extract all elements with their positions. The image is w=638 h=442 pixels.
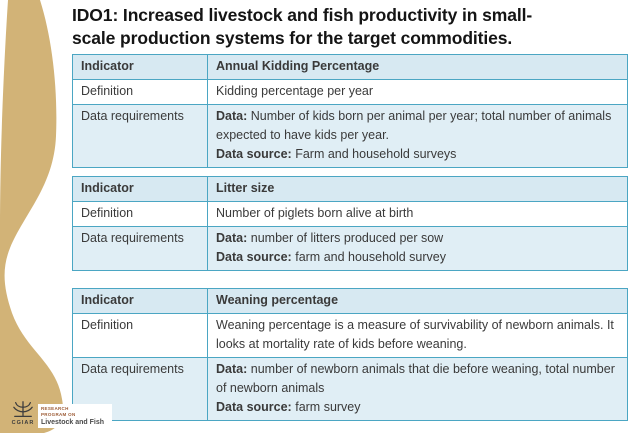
definition-value: Number of piglets born alive at birth [207,201,628,227]
requirements-label: Data requirements [72,226,208,271]
indicator-label: Indicator [72,288,208,314]
program-kicker-line1: RESEARCH [41,406,69,411]
definition-value: Weaning percentage is a measure of survi… [207,313,628,358]
cgiar-logo: CGIAR RESEARCH PROGRAM ON Livestock and … [6,399,116,435]
table-row-requirements: Data requirements Data: Number of kids b… [72,104,628,168]
definition-label: Definition [72,79,208,105]
page-title-line-1: IDO1: Increased livestock and fish produ… [72,5,533,25]
requirements-value: Data: number of newborn animals that die… [207,357,628,421]
source-text: farm survey [295,400,361,414]
indicator-label: Indicator [72,176,208,202]
requirements-label: Data requirements [72,104,208,168]
data-text: number of litters produced per sow [250,231,444,245]
indicator-value: Weaning percentage [207,288,628,314]
cgiar-wordmark: CGIAR [11,420,35,426]
program-kicker-line2: PROGRAM ON [41,411,76,417]
source-text: Farm and household surveys [295,147,457,161]
definition-label: Definition [72,201,208,227]
data-text: Number of kids born per animal per year;… [216,109,612,142]
program-kicker: RESEARCH PROGRAM ON [41,406,109,417]
data-line: Data: number of litters produced per sow [216,229,619,248]
source-label: Data source: [216,147,292,161]
data-label: Data: [216,362,248,376]
data-text: number of newborn animals that die befor… [216,362,615,395]
program-label-box: RESEARCH PROGRAM ON Livestock and Fish [38,404,112,428]
program-name: Livestock and Fish [41,418,105,426]
source-line: Data source: farm survey [216,398,619,417]
table-row-header: Indicator Annual Kidding Percentage [72,54,628,80]
source-label: Data source: [216,400,292,414]
data-line: Data: number of newborn animals that die… [216,360,619,398]
tan-swoosh-shape [0,0,63,433]
source-label: Data source: [216,250,292,264]
indicator-table-weaning: Indicator Weaning percentage Definition … [72,288,628,421]
indicator-value: Annual Kidding Percentage [207,54,628,80]
data-label: Data: [216,109,248,123]
indicator-table-kidding: Indicator Annual Kidding Percentage Defi… [72,54,628,168]
cgiar-emblem: CGIAR [8,400,38,434]
requirements-value: Data: number of litters produced per sow… [207,226,628,271]
table-row-definition: Definition Number of piglets born alive … [72,201,628,227]
source-line: Data source: farm and household survey [216,248,619,267]
indicator-label: Indicator [72,54,208,80]
table-row-requirements: Data requirements Data: number of newbor… [72,357,628,421]
requirements-value: Data: Number of kids born per animal per… [207,104,628,168]
table-row-definition: Definition Weaning percentage is a measu… [72,313,628,358]
source-text: farm and household survey [295,250,446,264]
table-row-requirements: Data requirements Data: number of litter… [72,226,628,271]
cgiar-wheat-icon [13,401,33,418]
table-row-header: Indicator Litter size [72,176,628,202]
indicator-table-litter: Indicator Litter size Definition Number … [72,176,628,271]
table-row-header: Indicator Weaning percentage [72,288,628,314]
left-swoosh-decoration [0,0,63,433]
data-label: Data: [216,231,248,245]
data-line: Data: Number of kids born per animal per… [216,107,619,145]
page-title: IDO1: Increased livestock and fish produ… [72,4,632,50]
definition-value: Kidding percentage per year [207,79,628,105]
table-row-definition: Definition Kidding percentage per year [72,79,628,105]
indicator-value: Litter size [207,176,628,202]
page-title-line-2: scale production systems for the target … [72,27,513,48]
definition-label: Definition [72,313,208,358]
source-line: Data source: Farm and household surveys [216,145,619,164]
